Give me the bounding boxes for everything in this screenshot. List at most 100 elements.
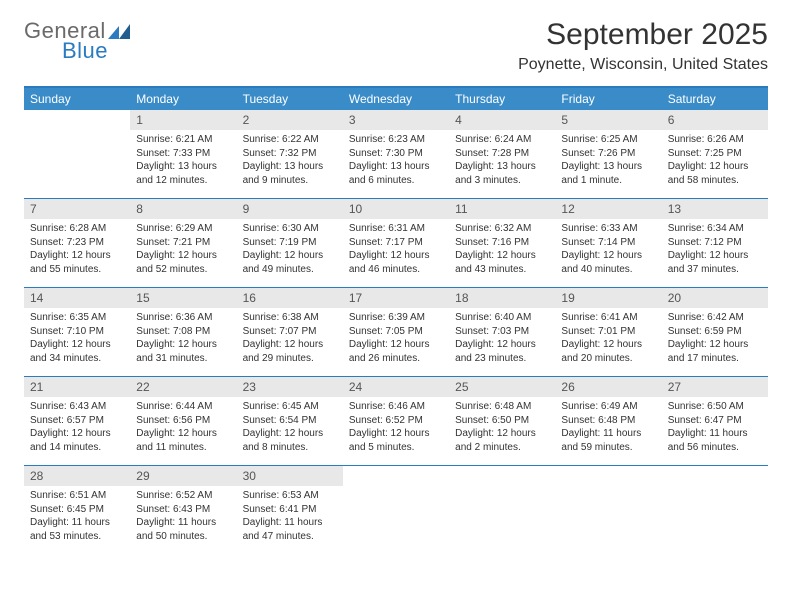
daylight-line-2: and 58 minutes. xyxy=(668,174,762,188)
day-cell: 23Sunrise: 6:45 AMSunset: 6:54 PMDayligh… xyxy=(237,377,343,465)
day-number: 26 xyxy=(555,377,661,397)
dow-row: Sunday Monday Tuesday Wednesday Thursday… xyxy=(24,88,768,110)
day-text: Sunrise: 6:43 AMSunset: 6:57 PMDaylight:… xyxy=(24,397,130,458)
sunrise-line: Sunrise: 6:24 AM xyxy=(455,133,549,147)
day-text: Sunrise: 6:36 AMSunset: 7:08 PMDaylight:… xyxy=(130,308,236,369)
day-text: Sunrise: 6:40 AMSunset: 7:03 PMDaylight:… xyxy=(449,308,555,369)
day-cell: 10Sunrise: 6:31 AMSunset: 7:17 PMDayligh… xyxy=(343,199,449,287)
daylight-line-1: Daylight: 13 hours xyxy=(349,160,443,174)
daylight-line-1: Daylight: 12 hours xyxy=(349,427,443,441)
sunrise-line: Sunrise: 6:48 AM xyxy=(455,400,549,414)
daylight-line-1: Daylight: 11 hours xyxy=(668,427,762,441)
day-cell: 6Sunrise: 6:26 AMSunset: 7:25 PMDaylight… xyxy=(662,110,768,198)
daylight-line-2: and 49 minutes. xyxy=(243,263,337,277)
daylight-line-1: Daylight: 12 hours xyxy=(243,338,337,352)
sunset-line: Sunset: 6:47 PM xyxy=(668,414,762,428)
sunset-line: Sunset: 7:19 PM xyxy=(243,236,337,250)
day-number: 14 xyxy=(24,288,130,308)
title-block: September 2025 Poynette, Wisconsin, Unit… xyxy=(518,18,768,74)
day-number: 13 xyxy=(662,199,768,219)
daylight-line-2: and 52 minutes. xyxy=(136,263,230,277)
day-cell xyxy=(24,110,130,198)
day-cell xyxy=(662,466,768,554)
daylight-line-2: and 46 minutes. xyxy=(349,263,443,277)
sunset-line: Sunset: 7:30 PM xyxy=(349,147,443,161)
day-text xyxy=(555,472,661,479)
sunrise-line: Sunrise: 6:22 AM xyxy=(243,133,337,147)
daylight-line-1: Daylight: 12 hours xyxy=(455,427,549,441)
sunrise-line: Sunrise: 6:35 AM xyxy=(30,311,124,325)
day-text: Sunrise: 6:50 AMSunset: 6:47 PMDaylight:… xyxy=(662,397,768,458)
daylight-line-2: and 8 minutes. xyxy=(243,441,337,455)
daylight-line-2: and 56 minutes. xyxy=(668,441,762,455)
sunrise-line: Sunrise: 6:34 AM xyxy=(668,222,762,236)
day-cell: 18Sunrise: 6:40 AMSunset: 7:03 PMDayligh… xyxy=(449,288,555,376)
day-cell: 28Sunrise: 6:51 AMSunset: 6:45 PMDayligh… xyxy=(24,466,130,554)
logo-word2: Blue xyxy=(62,38,108,64)
sunset-line: Sunset: 6:52 PM xyxy=(349,414,443,428)
daylight-line-2: and 23 minutes. xyxy=(455,352,549,366)
daylight-line-1: Daylight: 11 hours xyxy=(243,516,337,530)
day-number: 8 xyxy=(130,199,236,219)
day-number: 1 xyxy=(130,110,236,130)
day-number: 19 xyxy=(555,288,661,308)
sunset-line: Sunset: 7:28 PM xyxy=(455,147,549,161)
day-cell: 2Sunrise: 6:22 AMSunset: 7:32 PMDaylight… xyxy=(237,110,343,198)
day-text xyxy=(662,472,768,479)
sunset-line: Sunset: 6:54 PM xyxy=(243,414,337,428)
day-number: 11 xyxy=(449,199,555,219)
sunrise-line: Sunrise: 6:53 AM xyxy=(243,489,337,503)
daylight-line-2: and 6 minutes. xyxy=(349,174,443,188)
day-number: 17 xyxy=(343,288,449,308)
sunrise-line: Sunrise: 6:28 AM xyxy=(30,222,124,236)
dow-wednesday: Wednesday xyxy=(343,88,449,110)
sunset-line: Sunset: 7:21 PM xyxy=(136,236,230,250)
day-text: Sunrise: 6:45 AMSunset: 6:54 PMDaylight:… xyxy=(237,397,343,458)
day-text: Sunrise: 6:52 AMSunset: 6:43 PMDaylight:… xyxy=(130,486,236,547)
sunrise-line: Sunrise: 6:44 AM xyxy=(136,400,230,414)
daylight-line-2: and 26 minutes. xyxy=(349,352,443,366)
sunset-line: Sunset: 6:41 PM xyxy=(243,503,337,517)
sunset-line: Sunset: 6:56 PM xyxy=(136,414,230,428)
sunset-line: Sunset: 6:45 PM xyxy=(30,503,124,517)
daylight-line-1: Daylight: 11 hours xyxy=(561,427,655,441)
dow-thursday: Thursday xyxy=(449,88,555,110)
daylight-line-2: and 9 minutes. xyxy=(243,174,337,188)
day-cell: 30Sunrise: 6:53 AMSunset: 6:41 PMDayligh… xyxy=(237,466,343,554)
daylight-line-2: and 12 minutes. xyxy=(136,174,230,188)
page: General Blue September 2025 Poynette, Wi… xyxy=(0,0,792,612)
week-row: 7Sunrise: 6:28 AMSunset: 7:23 PMDaylight… xyxy=(24,199,768,288)
daylight-line-1: Daylight: 12 hours xyxy=(668,338,762,352)
sunset-line: Sunset: 7:23 PM xyxy=(30,236,124,250)
day-cell: 17Sunrise: 6:39 AMSunset: 7:05 PMDayligh… xyxy=(343,288,449,376)
daylight-line-2: and 34 minutes. xyxy=(30,352,124,366)
daylight-line-1: Daylight: 12 hours xyxy=(243,427,337,441)
daylight-line-1: Daylight: 12 hours xyxy=(30,427,124,441)
daylight-line-2: and 47 minutes. xyxy=(243,530,337,544)
weeks-container: 1Sunrise: 6:21 AMSunset: 7:33 PMDaylight… xyxy=(24,110,768,554)
day-cell xyxy=(449,466,555,554)
page-title: September 2025 xyxy=(518,18,768,52)
daylight-line-1: Daylight: 13 hours xyxy=(243,160,337,174)
sunrise-line: Sunrise: 6:32 AM xyxy=(455,222,549,236)
sunrise-line: Sunrise: 6:31 AM xyxy=(349,222,443,236)
day-cell: 26Sunrise: 6:49 AMSunset: 6:48 PMDayligh… xyxy=(555,377,661,465)
day-cell: 25Sunrise: 6:48 AMSunset: 6:50 PMDayligh… xyxy=(449,377,555,465)
day-number: 9 xyxy=(237,199,343,219)
sunrise-line: Sunrise: 6:51 AM xyxy=(30,489,124,503)
sunset-line: Sunset: 7:17 PM xyxy=(349,236,443,250)
day-text: Sunrise: 6:21 AMSunset: 7:33 PMDaylight:… xyxy=(130,130,236,191)
sunrise-line: Sunrise: 6:46 AM xyxy=(349,400,443,414)
sunrise-line: Sunrise: 6:42 AM xyxy=(668,311,762,325)
day-number: 29 xyxy=(130,466,236,486)
day-number: 21 xyxy=(24,377,130,397)
sunset-line: Sunset: 7:08 PM xyxy=(136,325,230,339)
day-text: Sunrise: 6:46 AMSunset: 6:52 PMDaylight:… xyxy=(343,397,449,458)
sunset-line: Sunset: 7:07 PM xyxy=(243,325,337,339)
sunrise-line: Sunrise: 6:43 AM xyxy=(30,400,124,414)
week-row: 14Sunrise: 6:35 AMSunset: 7:10 PMDayligh… xyxy=(24,288,768,377)
day-number: 27 xyxy=(662,377,768,397)
daylight-line-1: Daylight: 12 hours xyxy=(136,338,230,352)
daylight-line-1: Daylight: 13 hours xyxy=(561,160,655,174)
day-text xyxy=(24,116,130,123)
